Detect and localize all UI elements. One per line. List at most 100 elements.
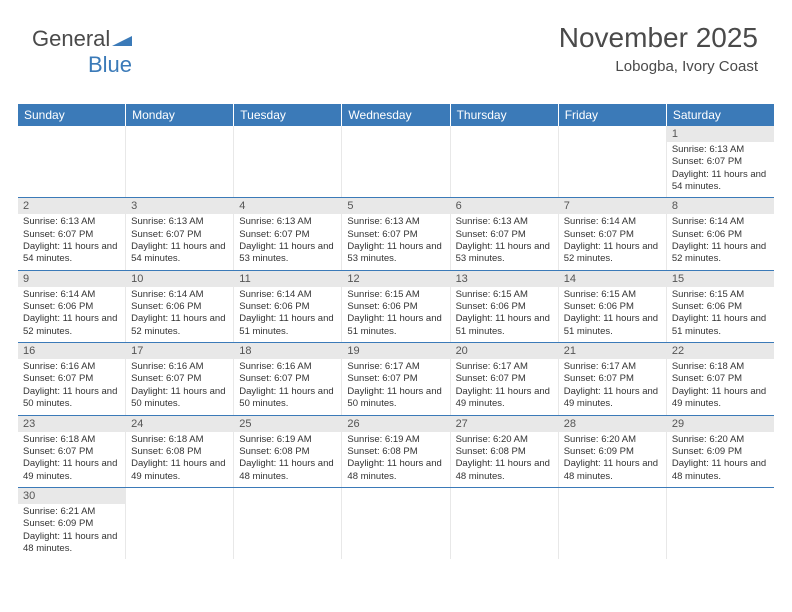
sunset-text: Sunset: 6:06 PM xyxy=(23,301,120,313)
day-info: Sunrise: 6:17 AMSunset: 6:07 PMDaylight:… xyxy=(342,359,449,414)
sunset-text: Sunset: 6:07 PM xyxy=(564,229,661,241)
day-number: 28 xyxy=(559,416,666,432)
day-number: 11 xyxy=(234,271,341,287)
sunrise-text: Sunrise: 6:15 AM xyxy=(672,289,769,301)
sunrise-text: Sunrise: 6:17 AM xyxy=(347,361,444,373)
day-number: 20 xyxy=(451,343,558,359)
sunrise-text: Sunrise: 6:14 AM xyxy=(564,216,661,228)
sunset-text: Sunset: 6:07 PM xyxy=(672,156,769,168)
day-number: 27 xyxy=(451,416,558,432)
logo-text-2: Blue xyxy=(88,52,132,77)
calendar-day: 3Sunrise: 6:13 AMSunset: 6:07 PMDaylight… xyxy=(126,198,234,269)
sunset-text: Sunset: 6:07 PM xyxy=(23,229,120,241)
calendar-day: 15Sunrise: 6:15 AMSunset: 6:06 PMDayligh… xyxy=(667,271,774,342)
calendar-day: 4Sunrise: 6:13 AMSunset: 6:07 PMDaylight… xyxy=(234,198,342,269)
day-info: Sunrise: 6:15 AMSunset: 6:06 PMDaylight:… xyxy=(667,287,774,342)
daylight-text: Daylight: 11 hours and 50 minutes. xyxy=(131,386,228,411)
calendar-day-empty xyxy=(451,126,559,197)
calendar-day: 28Sunrise: 6:20 AMSunset: 6:09 PMDayligh… xyxy=(559,416,667,487)
day-number: 26 xyxy=(342,416,449,432)
daylight-text: Daylight: 11 hours and 48 minutes. xyxy=(347,458,444,483)
day-number: 19 xyxy=(342,343,449,359)
sunset-text: Sunset: 6:07 PM xyxy=(347,229,444,241)
day-info: Sunrise: 6:13 AMSunset: 6:07 PMDaylight:… xyxy=(126,214,233,269)
sunset-text: Sunset: 6:07 PM xyxy=(131,229,228,241)
title-block: November 2025 Lobogba, Ivory Coast xyxy=(559,22,758,75)
sunrise-text: Sunrise: 6:13 AM xyxy=(239,216,336,228)
day-number: 22 xyxy=(667,343,774,359)
day-number: 24 xyxy=(126,416,233,432)
calendar-week: 30Sunrise: 6:21 AMSunset: 6:09 PMDayligh… xyxy=(18,488,774,559)
sunset-text: Sunset: 6:07 PM xyxy=(239,229,336,241)
calendar-day-empty xyxy=(18,126,126,197)
calendar-day: 2Sunrise: 6:13 AMSunset: 6:07 PMDaylight… xyxy=(18,198,126,269)
sunset-text: Sunset: 6:09 PM xyxy=(23,518,120,530)
sunset-text: Sunset: 6:08 PM xyxy=(239,446,336,458)
daylight-text: Daylight: 11 hours and 48 minutes. xyxy=(672,458,769,483)
daylight-text: Daylight: 11 hours and 51 minutes. xyxy=(672,313,769,338)
sunrise-text: Sunrise: 6:20 AM xyxy=(672,434,769,446)
logo-text-1: General xyxy=(32,26,110,51)
day-info: Sunrise: 6:20 AMSunset: 6:09 PMDaylight:… xyxy=(559,432,666,487)
sunrise-text: Sunrise: 6:14 AM xyxy=(131,289,228,301)
sunset-text: Sunset: 6:06 PM xyxy=(672,301,769,313)
sunset-text: Sunset: 6:06 PM xyxy=(239,301,336,313)
calendar-day: 13Sunrise: 6:15 AMSunset: 6:06 PMDayligh… xyxy=(451,271,559,342)
day-info: Sunrise: 6:17 AMSunset: 6:07 PMDaylight:… xyxy=(559,359,666,414)
sunset-text: Sunset: 6:08 PM xyxy=(131,446,228,458)
day-info: Sunrise: 6:18 AMSunset: 6:08 PMDaylight:… xyxy=(126,432,233,487)
day-header: Saturday xyxy=(667,104,774,126)
day-number: 9 xyxy=(18,271,125,287)
calendar-day: 14Sunrise: 6:15 AMSunset: 6:06 PMDayligh… xyxy=(559,271,667,342)
sunrise-text: Sunrise: 6:13 AM xyxy=(347,216,444,228)
day-info: Sunrise: 6:13 AMSunset: 6:07 PMDaylight:… xyxy=(667,142,774,197)
daylight-text: Daylight: 11 hours and 54 minutes. xyxy=(23,241,120,266)
sunrise-text: Sunrise: 6:14 AM xyxy=(23,289,120,301)
daylight-text: Daylight: 11 hours and 51 minutes. xyxy=(564,313,661,338)
sunset-text: Sunset: 6:07 PM xyxy=(456,229,553,241)
day-info: Sunrise: 6:19 AMSunset: 6:08 PMDaylight:… xyxy=(342,432,449,487)
day-number: 18 xyxy=(234,343,341,359)
day-info: Sunrise: 6:15 AMSunset: 6:06 PMDaylight:… xyxy=(342,287,449,342)
day-info: Sunrise: 6:15 AMSunset: 6:06 PMDaylight:… xyxy=(451,287,558,342)
sunrise-text: Sunrise: 6:15 AM xyxy=(564,289,661,301)
daylight-text: Daylight: 11 hours and 49 minutes. xyxy=(564,386,661,411)
calendar-day: 8Sunrise: 6:14 AMSunset: 6:06 PMDaylight… xyxy=(667,198,774,269)
daylight-text: Daylight: 11 hours and 54 minutes. xyxy=(131,241,228,266)
calendar-day: 26Sunrise: 6:19 AMSunset: 6:08 PMDayligh… xyxy=(342,416,450,487)
day-info: Sunrise: 6:16 AMSunset: 6:07 PMDaylight:… xyxy=(126,359,233,414)
sunset-text: Sunset: 6:07 PM xyxy=(564,373,661,385)
day-header: Sunday xyxy=(18,104,126,126)
day-info: Sunrise: 6:14 AMSunset: 6:06 PMDaylight:… xyxy=(667,214,774,269)
calendar-day: 23Sunrise: 6:18 AMSunset: 6:07 PMDayligh… xyxy=(18,416,126,487)
calendar-week: 16Sunrise: 6:16 AMSunset: 6:07 PMDayligh… xyxy=(18,343,774,415)
location: Lobogba, Ivory Coast xyxy=(559,58,758,75)
day-number: 30 xyxy=(18,488,125,504)
calendar-week: 1Sunrise: 6:13 AMSunset: 6:07 PMDaylight… xyxy=(18,126,774,198)
sunset-text: Sunset: 6:07 PM xyxy=(239,373,336,385)
day-number: 1 xyxy=(667,126,774,142)
sunrise-text: Sunrise: 6:16 AM xyxy=(131,361,228,373)
calendar-day: 12Sunrise: 6:15 AMSunset: 6:06 PMDayligh… xyxy=(342,271,450,342)
day-info: Sunrise: 6:14 AMSunset: 6:06 PMDaylight:… xyxy=(234,287,341,342)
daylight-text: Daylight: 11 hours and 51 minutes. xyxy=(347,313,444,338)
day-number: 2 xyxy=(18,198,125,214)
calendar-day: 16Sunrise: 6:16 AMSunset: 6:07 PMDayligh… xyxy=(18,343,126,414)
calendar-day-empty xyxy=(342,126,450,197)
sunrise-text: Sunrise: 6:18 AM xyxy=(23,434,120,446)
sunset-text: Sunset: 6:06 PM xyxy=(564,301,661,313)
day-info: Sunrise: 6:13 AMSunset: 6:07 PMDaylight:… xyxy=(342,214,449,269)
sunrise-text: Sunrise: 6:13 AM xyxy=(672,144,769,156)
day-header: Friday xyxy=(559,104,667,126)
day-number: 5 xyxy=(342,198,449,214)
daylight-text: Daylight: 11 hours and 49 minutes. xyxy=(23,458,120,483)
day-number: 3 xyxy=(126,198,233,214)
calendar-day: 19Sunrise: 6:17 AMSunset: 6:07 PMDayligh… xyxy=(342,343,450,414)
day-number: 29 xyxy=(667,416,774,432)
calendar-day: 30Sunrise: 6:21 AMSunset: 6:09 PMDayligh… xyxy=(18,488,126,559)
daylight-text: Daylight: 11 hours and 48 minutes. xyxy=(456,458,553,483)
sunset-text: Sunset: 6:07 PM xyxy=(347,373,444,385)
calendar-day-empty xyxy=(234,126,342,197)
daylight-text: Daylight: 11 hours and 50 minutes. xyxy=(23,386,120,411)
calendar-week: 23Sunrise: 6:18 AMSunset: 6:07 PMDayligh… xyxy=(18,416,774,488)
